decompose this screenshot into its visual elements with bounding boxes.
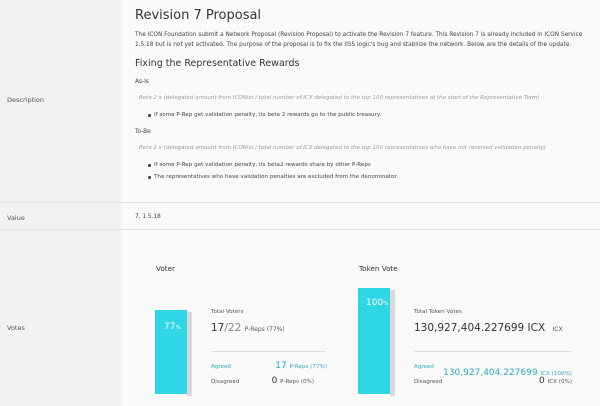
token-disagreed-label: Disagreed [414, 379, 443, 385]
page-title: Revision 7 Proposal [135, 8, 262, 23]
votes-content: Voter 77% Total Voters 17/22 P-Reps (77%… [122, 230, 600, 406]
total-voters-value: 17/22 P-Reps (77%) [211, 322, 285, 334]
to-be-label: To-Be [135, 129, 151, 135]
as-is-bullet: If some P-Rep get validation penalty, it… [147, 112, 382, 118]
total-token-votes-value: 130,927,404.227699 ICX ICX [414, 322, 563, 334]
section-heading: Fixing the Representative Rewards [135, 58, 300, 69]
voter-disagreed-label: Disagreed [211, 379, 240, 385]
as-is-formula: Beta 2 x (delegated amount from ICONist … [139, 95, 540, 101]
token-vote-bar [358, 288, 395, 396]
token-vote-percent: 100% [366, 298, 389, 308]
token-separator [414, 351, 572, 352]
voter-agreed-value: 17 P-Reps (77%) [275, 361, 327, 371]
total-token-votes-label: Total Token Votes [414, 309, 462, 315]
voter-agreed-label: Agreed [211, 364, 231, 370]
total-voters-label: Total Voters [211, 309, 244, 315]
voter-percent: 77% [164, 322, 181, 332]
divider [0, 202, 600, 203]
description-content: Revision 7 Proposal The ICON Foundation … [122, 0, 600, 202]
as-is-label: As-Is [135, 79, 149, 85]
value-label: Value [7, 214, 25, 222]
voter-separator [211, 351, 326, 352]
intro-paragraph: The ICON Foundation submit a Network Pro… [135, 32, 583, 48]
token-vote-heading: Token Vote [359, 264, 398, 273]
description-label: Description [7, 96, 45, 104]
voter-bar [155, 310, 192, 396]
to-be-bullet-1: If some P-Rep get validation penalty, it… [148, 162, 371, 168]
description-row: Description Revision 7 Proposal The ICON… [0, 0, 600, 202]
token-disagreed-value: 0 ICX (0%) [538, 376, 572, 386]
value-text: 7, 1.5.18 [135, 214, 161, 220]
voter-heading: Voter [156, 264, 175, 273]
divider [0, 229, 600, 230]
to-be-formula: Beta 2 x (delegated amount from ICONist … [139, 145, 546, 151]
token-agreed-label: Agreed [414, 364, 434, 370]
votes-label: Votes [7, 324, 25, 332]
voter-disagreed-value: 0 P-Reps (0%) [271, 376, 314, 386]
votes-row: Votes Voter 77% Total Voters 17/22 P-Rep… [0, 230, 600, 406]
value-row: Value 7, 1.5.18 [0, 203, 600, 229]
to-be-bullet-2: The representatives who have validation … [148, 174, 398, 180]
token-agreed-value: 130,927,404.227699 ICX (100%) [443, 368, 572, 378]
